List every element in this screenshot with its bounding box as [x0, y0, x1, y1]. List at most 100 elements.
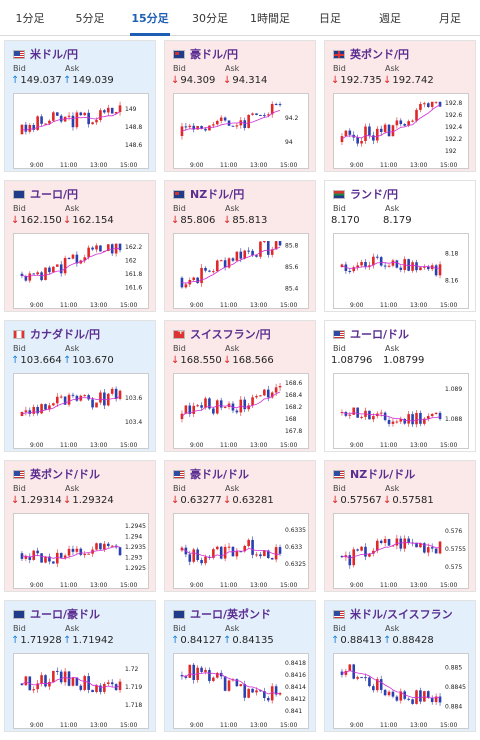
bid-value: ↑0.88413 — [331, 635, 382, 646]
pair-title[interactable]: ユーロ/ドル — [333, 326, 409, 342]
tab-6[interactable]: 週足 — [379, 11, 401, 25]
currency-card[interactable]: ユーロ/豪ドル Bid Ask ↑1.71928 ↑1.71942 1.72 1.719 1.… — [4, 600, 156, 732]
tab-7[interactable]: 月足 — [439, 11, 461, 25]
x-tick-label: 9:00 — [30, 722, 44, 729]
candle-body — [184, 405, 188, 414]
bid-price: 103.664 — [20, 355, 62, 366]
candlestick-chart[interactable]: 103.6 103.4 9:00 11:00 13:00 15:00 — [13, 373, 149, 449]
candle-body — [379, 679, 383, 690]
ask-value: ↓192.742 — [383, 75, 434, 86]
currency-card[interactable]: ユーロ/円 Bid Ask ↓162.150 ↓162.154 162.2 162 161.8… — [4, 180, 156, 312]
tab-1[interactable]: 5分足 — [75, 11, 105, 25]
candle-body — [20, 553, 24, 559]
ask-price: 1.08799 — [383, 355, 425, 366]
y-tick-label: 162.2 — [125, 244, 142, 251]
candle-body — [219, 260, 223, 262]
pair-title[interactable]: ユーロ/英ポンド — [173, 606, 271, 622]
candle-body — [118, 390, 122, 399]
currency-card[interactable]: 豪ドル/ドル Bid Ask ↓0.63277 ↓0.63281 0.6335 0.633 0… — [164, 460, 316, 592]
candlestick-chart[interactable]: 0.6335 0.633 0.6325 9:00 11:00 13:00 15:00 — [173, 513, 309, 589]
candlestick-chart[interactable]: 0.576 0.5755 0.575 9:00 11:00 13:00 15:00 — [333, 513, 469, 589]
y-tick-label: 0.8418 — [285, 660, 306, 667]
pair-title[interactable]: 豪ドル/ドル — [173, 466, 249, 482]
currency-card[interactable]: ユーロ/ドル Bid Ask 1.08796 1.08799 1.089 1.088 9:00… — [324, 320, 476, 452]
candle-body — [278, 386, 282, 388]
pair-title[interactable]: 英ポンド/円 — [333, 46, 409, 62]
currency-card[interactable]: スイスフラン/円BidAsk↓168.550↓168.566168.6168.4… — [164, 320, 316, 452]
candle-body — [259, 241, 262, 257]
candle-body — [83, 554, 87, 556]
x-tick-label: 13:00 — [410, 162, 427, 169]
pair-title[interactable]: NZドル/円 — [173, 186, 244, 202]
pair-title[interactable]: カナダドル/円 — [13, 326, 100, 342]
candlestick-chart[interactable]: 192.8 192.6 192.4 192.2 192 9:00 11:00 13:00 15:… — [333, 93, 469, 169]
currency-card[interactable]: 英ポンド/円 Bid Ask ↓192.735 ↓192.742 192.8 192.6 19… — [324, 40, 476, 172]
candle-body — [375, 679, 379, 691]
pair-title[interactable]: 米ドル/円 — [13, 46, 78, 62]
x-tick-label: 9:00 — [190, 302, 204, 309]
arrow-up-icon: ↑ — [331, 635, 340, 646]
pair-title[interactable]: 英ポンド/ドル — [13, 466, 100, 482]
candle-body — [200, 667, 203, 672]
candle-body — [208, 398, 211, 409]
candlestick-chart[interactable]: 1.2945 1.294 1.2935 1.293 1.2925 9:00 11:00 13:… — [13, 513, 149, 589]
candle-body — [391, 421, 395, 424]
y-tick-label: 168.4 — [285, 392, 302, 399]
y-tick-label: 192 — [445, 148, 457, 155]
currency-card[interactable]: NZドル/円 Bid Ask ↓85.806 ↓85.813 85.8 85.6 85.4 9:… — [164, 180, 316, 312]
pair-title[interactable]: NZドル/ドル — [333, 466, 415, 482]
currency-card[interactable]: 英ポンド/ドル Bid Ask ↓1.29314 ↓1.29324 1.2945 1.294… — [4, 460, 156, 592]
candlestick-chart[interactable]: 85.8 85.6 85.4 9:00 11:00 13:00 15:00 — [173, 233, 309, 309]
candlestick-chart[interactable]: 1.72 1.719 1.718 9:00 11:00 13:00 15:00 — [13, 653, 149, 729]
y-tick-label: 85.4 — [285, 286, 299, 293]
currency-card[interactable]: NZドル/ドル Bid Ask ↓0.57567 ↓0.57581 0.576 0.5755… — [324, 460, 476, 592]
candle-body — [235, 551, 239, 557]
candle-body — [259, 115, 262, 117]
candle-body — [403, 124, 407, 126]
pair-title[interactable]: スイスフラン/円 — [173, 326, 271, 342]
currency-card[interactable]: 米ドル/円 Bid Ask ↑149.037 ↑149.039 149 148.8 148.6… — [4, 40, 156, 172]
pair-title[interactable]: ランド/円 — [333, 186, 398, 202]
bid-price: 149.037 — [20, 75, 62, 86]
currency-card[interactable]: ランド/円 Bid Ask 8.170 8.179 8.18 8.16 9:00 11:00 13… — [324, 180, 476, 312]
pair-title[interactable]: ユーロ/円 — [13, 186, 78, 202]
tab-0[interactable]: 1分足 — [15, 11, 45, 25]
bid-value: ↓85.806 — [171, 215, 215, 226]
candle-body — [368, 677, 371, 687]
candlestick-chart[interactable]: 94.2 94 9:00 11:00 13:00 15:00 — [173, 93, 309, 169]
candlestick-chart[interactable]: 0.8418 0.8416 0.8414 0.8412 0.841 9:00 11:00 13… — [173, 653, 309, 729]
candlestick-chart[interactable]: 8.18 8.16 9:00 11:00 13:00 15:00 — [333, 233, 469, 309]
candlestick-chart[interactable]: 149 148.8 148.6 9:00 11:00 13:00 15:00 — [13, 93, 149, 169]
x-tick-label: 15:00 — [440, 722, 457, 729]
pair-title[interactable]: ユーロ/豪ドル — [13, 606, 100, 622]
x-tick-label: 11:00 — [220, 162, 237, 169]
tab-3[interactable]: 30分足 — [192, 11, 228, 25]
currency-card[interactable]: 米ドル/スイスフラン Bid Ask ↑0.88413 ↑0.88428 0.885 0.8… — [324, 600, 476, 732]
candle-body — [274, 387, 278, 393]
tab-5[interactable]: 日足 — [319, 11, 341, 25]
y-tick-label: 103.4 — [125, 419, 142, 426]
candle-body — [184, 284, 188, 288]
candle-body — [270, 249, 274, 255]
chart-svg: 1.2945 1.294 1.2935 1.293 1.2925 9:00 11:00 13:… — [20, 523, 146, 589]
candle-body — [430, 698, 434, 703]
pair-title[interactable]: 豪ドル/円 — [173, 46, 238, 62]
candle-body — [36, 550, 39, 554]
pair-title[interactable]: 米ドル/スイスフラン — [333, 606, 453, 622]
x-tick-label: 9:00 — [350, 162, 364, 169]
candle-body — [243, 545, 247, 552]
candle-body — [118, 105, 122, 113]
currency-card[interactable]: ユーロ/英ポンド Bid Ask ↑0.84127 ↑0.84135 0.8418 0.84… — [164, 600, 316, 732]
tab-2[interactable]: 15分足 — [120, 0, 180, 36]
moving-average-line — [21, 676, 121, 688]
candlestick-chart[interactable]: 1.089 1.088 9:00 11:00 13:00 15:00 — [333, 373, 469, 449]
x-tick-label: 13:00 — [410, 442, 427, 449]
flag-icon — [13, 609, 25, 619]
candlestick-chart[interactable]: 0.885 0.8845 0.884 9:00 11:00 13:00 15:00 — [333, 653, 469, 729]
tab-4[interactable]: 1時間足 — [250, 11, 290, 25]
currency-card[interactable]: 豪ドル/円 Bid Ask ↓94.309 ↓94.314 94.2 94 9:00 11:00… — [164, 40, 316, 172]
currency-card[interactable]: カナダドル/円 Bid Ask ↑103.664 ↑103.670 103.6 103.4 9… — [4, 320, 156, 452]
candle-body — [255, 690, 258, 693]
candlestick-chart[interactable]: 168.6 168.4 168.2 168 167.8 9:00 11:00 13:00 15:… — [173, 373, 309, 449]
candlestick-chart[interactable]: 162.2 162 161.8 161.6 9:00 11:00 13:00 15:00 — [13, 233, 149, 309]
